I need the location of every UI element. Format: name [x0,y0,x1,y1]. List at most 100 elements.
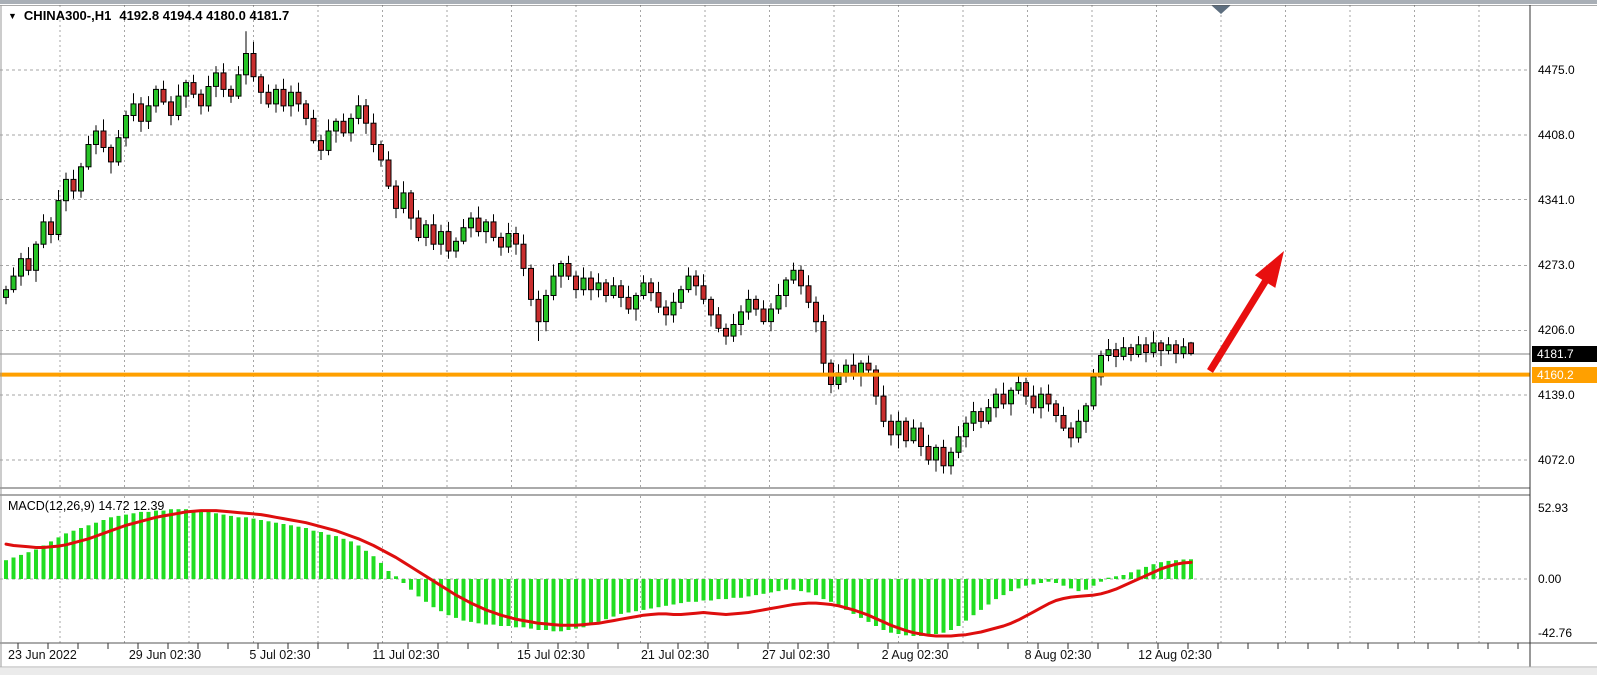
candle-bear [430,224,437,245]
macd-hist-bar [926,579,931,636]
macd-hist-bar [454,579,458,618]
candle-bull [235,74,242,97]
candle-bull [933,446,939,461]
macd-hist-bar [536,579,541,630]
macd-hist-bar [934,579,938,634]
macd-hist-bar [634,579,638,612]
macd-hist-bar [521,579,526,628]
candle-bear [310,117,317,142]
macd-hist-bar [221,514,226,579]
macd-hist-bar [1084,579,1088,590]
candle-bear [415,217,422,239]
candle-bear [888,420,894,436]
candle-bull [670,301,677,316]
trend-arrow-shaft[interactable] [1207,274,1272,373]
candle-bear [820,321,827,364]
macd-hist-bar [1091,579,1096,586]
candle-bull [10,275,17,291]
macd-hist-bar [709,579,713,601]
macd-hist-bar [259,520,263,579]
candle-bear [700,285,707,300]
macd-hist-bar [56,537,61,579]
candle-bear [1000,393,1007,405]
candle-bull [3,289,9,298]
candle-bear [250,53,257,78]
candle-bull [153,88,159,107]
macd-hist-bar [1099,579,1103,582]
candle-bull [1120,347,1127,357]
candle-bull [745,298,752,313]
candle-bull [985,407,992,422]
macd-axis-label: 0.00 [1538,572,1562,586]
symbol-dropdown-icon[interactable]: ▼ [8,11,17,21]
macd-hist-bar [416,579,421,597]
candle-bear [108,146,114,163]
macd-hist-bar [889,579,893,633]
macd-hist-bar [341,538,346,579]
candle-bull [130,103,137,117]
time-axis-label: 5 Jul 02:30 [249,648,311,662]
macd-hist-bar [994,579,998,600]
macd-hist-bar [191,510,196,579]
macd-hist-bar [649,579,653,609]
macd-hist-bar [791,579,796,590]
macd-hist-bar [274,522,278,579]
macd-hist-bar [124,514,128,579]
candle-bull [460,227,467,242]
candle-bull [243,53,249,76]
macd-hist-bar [409,579,413,590]
candle-bull [33,243,39,271]
macd-hist-bar [986,579,991,605]
macd-hist-bar [574,579,578,629]
macd-hist-bar [1121,575,1126,579]
macd-hist-bar [1166,560,1171,579]
candle-bear [723,327,729,337]
candle-bull [183,82,189,97]
macd-hist-bar [4,560,8,579]
macd-hist-bar [566,579,571,630]
macd-hist-bar [956,579,961,626]
macd-hist-bar [139,511,143,579]
candle-bear [603,282,609,296]
candle-bull [1165,344,1172,352]
candle-bear [498,236,504,248]
macd-hist-bar [799,579,803,592]
shift-marker-icon[interactable] [1211,5,1231,14]
candle-bull [1150,342,1157,354]
macd-hist-bar [506,579,511,626]
macd-hist-bar [281,524,286,579]
candle-bear [588,277,594,291]
macd-hist-bar [1016,579,1021,589]
candle-bear [100,130,107,148]
candle-bull [963,422,969,438]
macd-hist-bar [101,520,106,579]
macd-hist-bar [544,579,548,630]
macd-hist-bar [964,579,968,621]
price-axis-label: 4341.0 [1538,192,1575,207]
candle-bull [505,233,512,248]
macd-hist-bar [874,579,878,626]
trend-arrow-head[interactable] [1254,251,1284,288]
macd-hist-bar [866,579,871,622]
candle-bull [633,295,639,310]
candle-bull [348,117,354,134]
candle-bull [1180,346,1187,355]
macd-hist-bar [79,528,83,579]
macd-hist-bar [379,562,383,579]
candle-bull [1083,405,1089,422]
candle-bear [303,103,309,119]
macd-hist-bar [1106,577,1111,579]
macd-hist-bar [386,571,391,579]
macd-hist-bar [1144,566,1148,579]
candle-bear [513,233,519,245]
candle-bull [1075,420,1082,439]
candle-bear [573,275,579,291]
macd-hist-bar [679,579,683,604]
macd-hist-bar [229,515,233,579]
candle-bear [873,369,879,397]
macd-hist-bar [1189,559,1193,579]
macd-hist-bar [979,579,983,610]
macd-hist-bar [1174,560,1178,579]
macd-hist-bar [1009,579,1013,592]
